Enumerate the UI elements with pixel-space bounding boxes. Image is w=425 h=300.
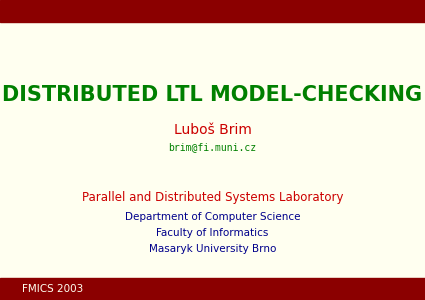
Text: Parallel and Distributed Systems Laboratory: Parallel and Distributed Systems Laborat… bbox=[82, 191, 343, 205]
Bar bbox=[0, 0, 425, 22]
Bar bbox=[0, 278, 425, 300]
Text: brim@fi.muni.cz: brim@fi.muni.cz bbox=[168, 142, 257, 152]
Text: FMICS 2003: FMICS 2003 bbox=[22, 284, 83, 294]
Text: Luboš Brim: Luboš Brim bbox=[173, 123, 252, 137]
Text: Faculty of Informatics: Faculty of Informatics bbox=[156, 228, 269, 238]
Text: DISTRIBUTED LTL MODEL-CHECKING: DISTRIBUTED LTL MODEL-CHECKING bbox=[3, 85, 422, 105]
Text: Department of Computer Science: Department of Computer Science bbox=[125, 212, 300, 222]
Text: Masaryk University Brno: Masaryk University Brno bbox=[149, 244, 276, 254]
